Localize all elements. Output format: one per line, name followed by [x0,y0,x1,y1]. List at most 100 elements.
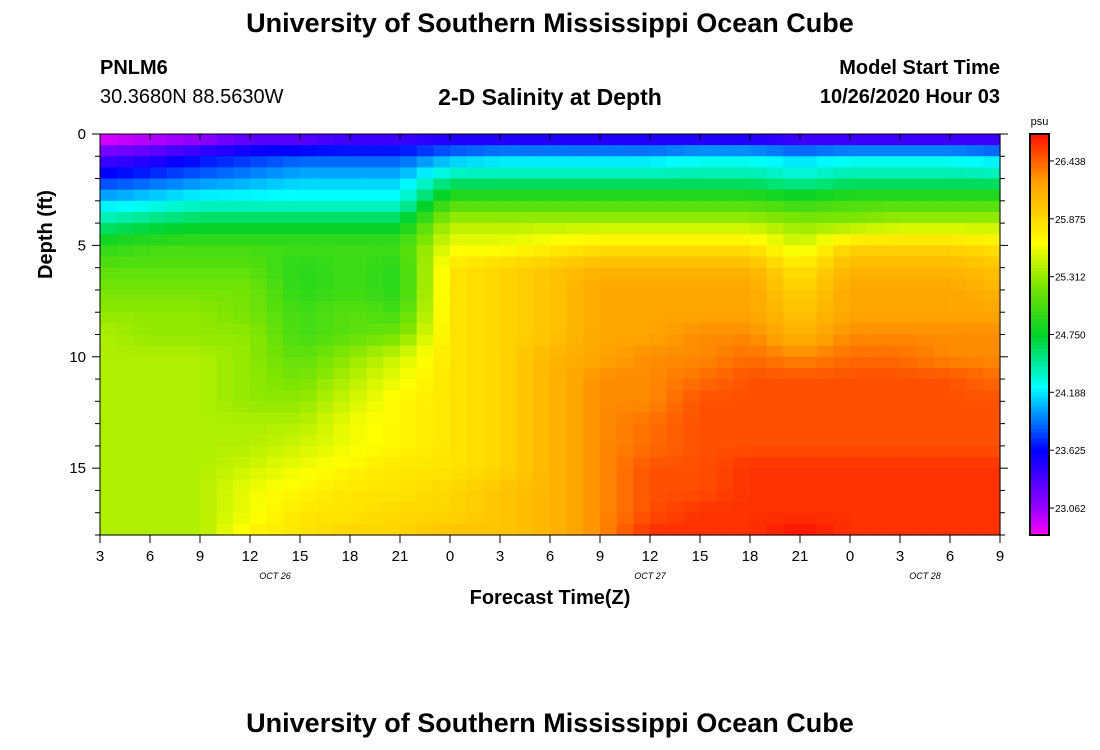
heatmap-cell [266,267,284,280]
heatmap-cell [333,156,351,169]
colorbar-swatch [1030,404,1049,409]
heatmap-cell [983,401,1001,414]
heatmap-cell [283,200,301,213]
heatmap-cell [700,323,718,336]
heatmap-cell [333,134,351,146]
heatmap-cell [783,501,801,514]
heatmap-cell [316,301,334,313]
heatmap-cell [783,334,801,347]
heatmap-cell [433,178,451,191]
heatmap-cell [400,468,418,480]
heatmap-cell [416,267,434,280]
heatmap-cell [383,457,401,469]
heatmap-cell [900,401,918,414]
heatmap-cell [900,379,918,391]
heatmap-cell [733,490,751,503]
heatmap-cell [616,434,634,447]
x-tick-label: 18 [742,548,759,565]
heatmap-cell [900,423,918,436]
heatmap-cell [583,523,601,536]
heatmap-cell [983,501,1001,514]
heatmap-cell [133,200,151,213]
heatmap-cell [200,301,218,313]
heatmap-cell [550,256,568,269]
heatmap-cell [316,523,334,536]
heatmap-cell [350,234,368,246]
heatmap-cell [733,289,751,302]
heatmap-cell [983,490,1001,503]
heatmap-cell [866,256,884,269]
heatmap-cell [116,267,134,280]
heatmap-cell [316,211,334,224]
heatmap-cell [300,479,318,492]
heatmap-cell [150,134,168,146]
heatmap-cell [766,156,784,169]
heatmap-cell [983,367,1001,380]
heatmap-cell [716,423,734,436]
heatmap-cell [666,289,684,302]
heatmap-cell [683,468,701,480]
heatmap-cell [300,267,318,280]
heatmap-cell [783,289,801,302]
heatmap-cell [716,490,734,503]
heatmap-cell [800,412,818,425]
date-label: OCT 26 [259,571,291,581]
heatmap-cell [466,234,484,246]
heatmap-cell [616,523,634,536]
heatmap-cell [750,167,768,180]
heatmap-cell [150,145,168,157]
heatmap-cell [183,234,201,246]
heatmap-cell [700,178,718,191]
heatmap-cell [350,267,368,280]
heatmap-cell [633,445,651,458]
heatmap-cell [366,178,384,191]
heatmap-cell [450,356,468,369]
heatmap-cell [550,134,568,146]
heatmap-cell [616,367,634,380]
heatmap-cell [533,289,551,302]
heatmap-cell [233,223,251,235]
heatmap-cell [483,134,501,146]
heatmap-cell [316,323,334,336]
heatmap-cell [283,211,301,224]
colorbar-swatch [1030,147,1049,152]
heatmap-cell [750,512,768,525]
heatmap-cell [816,312,834,324]
heatmap-cell [850,178,868,191]
heatmap-cell [916,379,934,391]
heatmap-cell [283,234,301,246]
colorbar-swatch [1030,331,1049,336]
heatmap-cell [950,323,968,336]
colorbar-swatch [1030,428,1049,433]
heatmap-cell [216,178,234,191]
heatmap-cell [966,189,984,202]
heatmap-cell [483,189,501,202]
heatmap-cell [566,490,584,503]
heatmap-cell [216,211,234,224]
heatmap-cell [950,468,968,480]
heatmap-cell [300,490,318,503]
heatmap-cell [333,479,351,492]
heatmap-cell [466,301,484,313]
heatmap-cell [783,145,801,157]
heatmap-cell [416,356,434,369]
x-tick-label: 0 [446,548,454,565]
heatmap-cell [216,156,234,169]
heatmap-cell [833,178,851,191]
x-tick-label: 3 [96,548,104,565]
heatmap-cell [633,178,651,191]
heatmap-cell [800,178,818,191]
heatmap-cell [550,234,568,246]
heatmap-cell [233,468,251,480]
heatmap-cell [850,223,868,235]
colorbar-tick-label: 23.062 [1055,504,1086,515]
heatmap-cell [866,156,884,169]
heatmap-cell [316,401,334,414]
heatmap-cell [183,245,201,258]
heatmap-cell [250,211,268,224]
heatmap-cell [283,323,301,336]
heatmap-cell [750,234,768,246]
heatmap-cell [250,178,268,191]
heatmap-cell [116,356,134,369]
heatmap-cell [583,289,601,302]
